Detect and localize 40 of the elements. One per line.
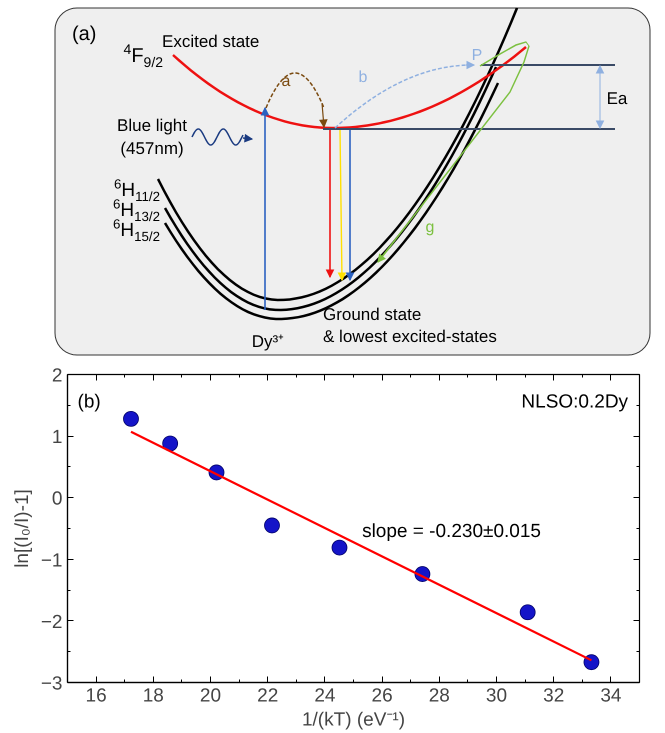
x-tick-label: 18 (142, 686, 164, 706)
point (162, 436, 178, 452)
text: Ea (606, 89, 628, 108)
text: & lowest excited-states (323, 327, 497, 346)
text: g (426, 219, 434, 236)
x-tick-label: 16 (86, 686, 107, 706)
x-axis-title: 1/(kT) (eV⁻¹) (302, 710, 406, 730)
text: Blue light (117, 116, 188, 135)
y-tick-label: 2 (52, 366, 63, 386)
x-tick-label: 32 (543, 686, 564, 706)
y-tick-label: 1 (52, 427, 63, 448)
y-tick-label: −1 (40, 550, 63, 572)
annotation: (b) (78, 392, 101, 413)
y-tick-label: 0 (52, 488, 63, 510)
y-tick-label: −2 (40, 612, 63, 633)
text: b (358, 69, 368, 86)
x-tick-label: 22 (257, 686, 278, 706)
text: Dy³⁺ (252, 332, 284, 351)
point (520, 604, 536, 620)
x-tick-label: 26 (372, 686, 393, 706)
text: Excited state (162, 32, 260, 51)
x-tick-label: 24 (314, 686, 336, 706)
text: $^{4}$F$_{9/2}$ (124, 41, 164, 70)
x-tick-label: 34 (600, 686, 622, 706)
text: Ground state (323, 305, 422, 324)
text: (a) (72, 23, 96, 45)
x-tick-label: 20 (200, 686, 222, 706)
point (123, 410, 139, 427)
point (332, 540, 348, 556)
point (584, 654, 600, 670)
x-tick-label: 28 (428, 686, 450, 706)
text: (457nm) (120, 139, 184, 158)
y-tick-label: −3 (40, 674, 63, 694)
text: a (282, 73, 291, 90)
annotation: slope = -0.230±0.015 (362, 521, 542, 542)
y-axis-title: ln[(I₀/I)-1] (12, 489, 33, 568)
text: P (472, 47, 482, 64)
x-tick-label: 30 (486, 686, 508, 706)
point (264, 518, 280, 534)
annotation: NLSO:0.2Dy (521, 392, 629, 413)
